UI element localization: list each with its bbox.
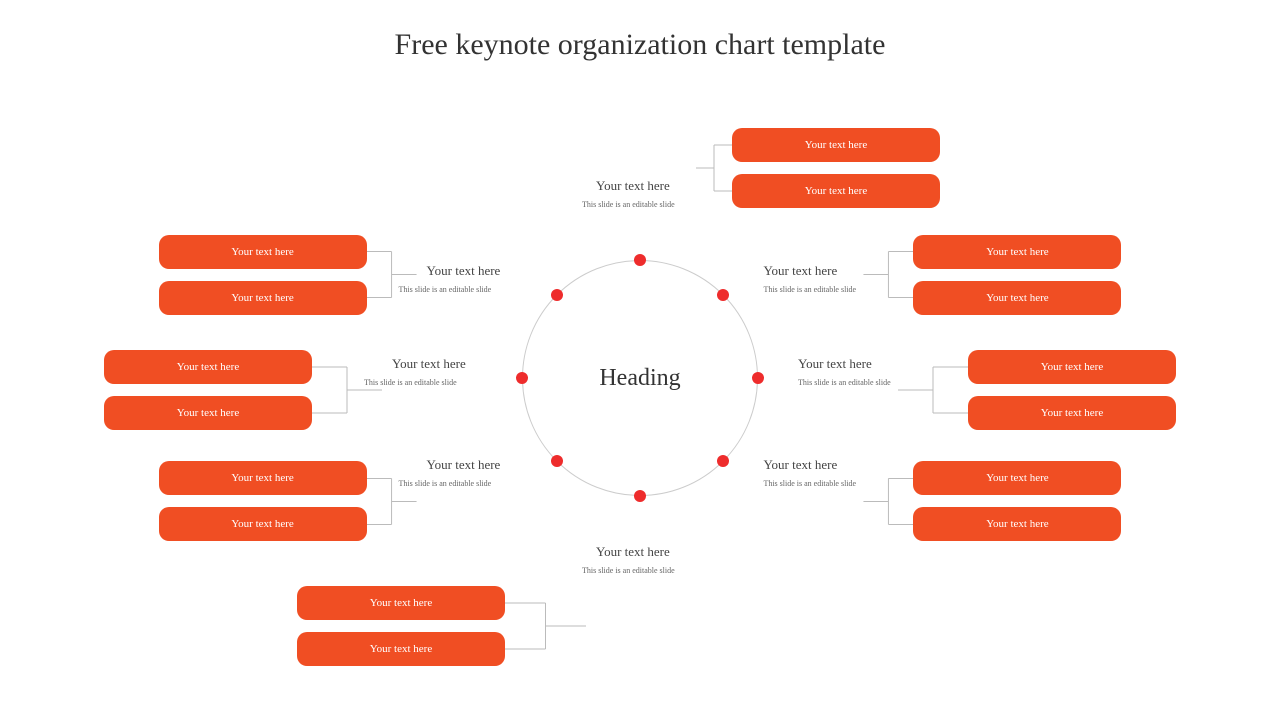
node-button[interactable]: Your text here bbox=[104, 350, 312, 384]
node-subtext: This slide is an editable slide bbox=[582, 566, 675, 575]
node-button[interactable]: Your text here bbox=[732, 174, 940, 208]
node-button[interactable]: Your text here bbox=[297, 632, 505, 666]
node-subtext: This slide is an editable slide bbox=[399, 285, 492, 294]
node-dot bbox=[752, 372, 764, 384]
node-label: Your text here bbox=[596, 544, 670, 560]
node-label: Your text here bbox=[427, 457, 501, 473]
node-button[interactable]: Your text here bbox=[732, 128, 940, 162]
node-dot bbox=[634, 254, 646, 266]
node-button[interactable]: Your text here bbox=[297, 586, 505, 620]
node-button[interactable]: Your text here bbox=[968, 396, 1176, 430]
node-button[interactable]: Your text here bbox=[159, 235, 367, 269]
node-button[interactable]: Your text here bbox=[913, 507, 1121, 541]
node-button[interactable]: Your text here bbox=[159, 507, 367, 541]
node-dot bbox=[634, 490, 646, 502]
node-button[interactable]: Your text here bbox=[913, 461, 1121, 495]
node-subtext: This slide is an editable slide bbox=[798, 378, 891, 387]
node-label: Your text here bbox=[763, 263, 837, 279]
node-dot bbox=[551, 289, 563, 301]
node-button[interactable]: Your text here bbox=[913, 281, 1121, 315]
node-subtext: This slide is an editable slide bbox=[399, 479, 492, 488]
node-subtext: This slide is an editable slide bbox=[763, 285, 856, 294]
node-label: Your text here bbox=[427, 263, 501, 279]
node-button[interactable]: Your text here bbox=[159, 281, 367, 315]
node-button[interactable]: Your text here bbox=[159, 461, 367, 495]
node-button[interactable]: Your text here bbox=[104, 396, 312, 430]
node-subtext: This slide is an editable slide bbox=[364, 378, 457, 387]
node-label: Your text here bbox=[798, 356, 872, 372]
node-subtext: This slide is an editable slide bbox=[582, 200, 675, 209]
node-dot bbox=[516, 372, 528, 384]
node-label: Your text here bbox=[392, 356, 466, 372]
node-label: Your text here bbox=[596, 178, 670, 194]
node-label: Your text here bbox=[763, 457, 837, 473]
node-button[interactable]: Your text here bbox=[968, 350, 1176, 384]
node-dot bbox=[717, 289, 729, 301]
node-button[interactable]: Your text here bbox=[913, 235, 1121, 269]
node-dot bbox=[551, 455, 563, 467]
node-subtext: This slide is an editable slide bbox=[763, 479, 856, 488]
node-dot bbox=[717, 455, 729, 467]
